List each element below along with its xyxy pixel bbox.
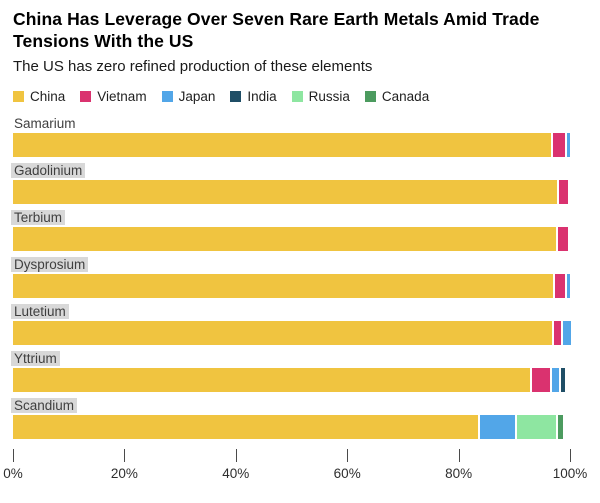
chart-page: China Has Leverage Over Seven Rare Earth… [3,9,600,487]
x-axis-tick-label: 20% [110,466,138,481]
legend-swatch-icon [161,90,173,102]
bar-segment-china [13,274,553,298]
x-axis: 0% 20% 40% 60% 80% 100% [3,449,587,487]
bar-segment-vietnam [554,274,565,298]
x-axis-tick [458,449,460,462]
bar-segment-japan [566,274,570,298]
chart-row: Yttrium [11,350,600,392]
legend-item-canada: Canada [364,88,430,104]
bar-segment-china [13,133,551,157]
bar-segment-japan [551,368,559,392]
row-label-lutetium: Lutetium [11,304,69,319]
bar-segment-india [560,368,566,392]
x-axis-tick-label: 40% [222,466,250,481]
x-axis-tick-label: 100% [552,466,588,481]
x-axis-tick-label: 80% [445,466,473,481]
bar-segment-vietnam [558,227,569,251]
legend-swatch-icon [364,90,376,102]
chart-row: Dysprosium [11,256,600,298]
legend-item-china: China [13,89,65,104]
bar-segment-china [13,415,479,439]
legend-label: Canada [381,88,430,104]
x-axis-tick-label: 60% [333,466,361,481]
row-label-terbium: Terbium [11,210,66,225]
x-axis-tick [235,449,237,462]
row-label-scandium: Scandium [11,398,78,413]
legend-label: Japan [178,88,216,104]
legend-item-vietnam: Vietnam [80,88,147,104]
stacked-bar-lutetium [13,321,571,345]
x-axis-tick [13,449,14,462]
legend-label: Vietnam [97,88,147,104]
chart-row: Gadolinium [11,162,600,204]
stacked-bar-terbium [13,227,570,251]
bar-segment-china [13,180,558,204]
bar-segment-russia [517,415,556,439]
chart-row: Samarium [13,115,600,157]
bar-segment-japan [566,133,571,157]
x-axis-tick [124,449,126,462]
chart-title: China Has Leverage Over Seven Rare Earth… [13,9,540,51]
x-axis-tick [570,449,571,462]
legend-label: India [247,88,277,104]
row-label-samarium: Samarium [14,116,76,131]
legend-swatch-icon [291,90,303,102]
stacked-bar-gadolinium [13,180,570,204]
bar-segment-japan [480,415,516,439]
legend-item-india: India [230,88,277,104]
bar-segment-china [13,321,553,345]
legend: China Vietnam Japan India Russia Canada [13,88,600,104]
bar-chart: Samarium Gadolinium Terbium Dysprosium L… [11,115,600,439]
x-axis-tick [347,449,349,462]
bar-segment-china [13,368,530,392]
row-label-dysprosium: Dysprosium [11,257,89,272]
bar-segment-vietnam [531,368,550,392]
legend-label: Russia [308,88,350,104]
stacked-bar-samarium [13,133,571,157]
stacked-bar-scandium [13,415,570,439]
bar-segment-vietnam [559,180,569,204]
bar-segment-canada [557,415,564,439]
legend-item-russia: Russia [291,88,350,104]
legend-swatch-icon [80,90,92,102]
legend-swatch-icon [13,90,24,102]
stacked-bar-yttrium [13,368,570,392]
legend-label: China [30,88,66,104]
chart-row: Scandium [11,397,600,439]
row-label-yttrium: Yttrium [11,351,60,366]
chart-subtitle: The US has zero refined production of th… [13,58,373,75]
chart-row: Terbium [11,209,600,251]
chart-row: Lutetium [11,303,600,345]
stacked-bar-dysprosium [13,274,570,298]
bar-segment-japan [562,321,571,345]
bar-segment-vietnam [554,321,561,345]
x-axis-tick-label: 0% [3,466,23,481]
bar-segment-vietnam [552,133,565,157]
row-label-gadolinium: Gadolinium [11,163,86,178]
legend-swatch-icon [230,90,242,102]
bar-segment-china [13,227,557,251]
legend-item-japan: Japan [161,88,216,104]
